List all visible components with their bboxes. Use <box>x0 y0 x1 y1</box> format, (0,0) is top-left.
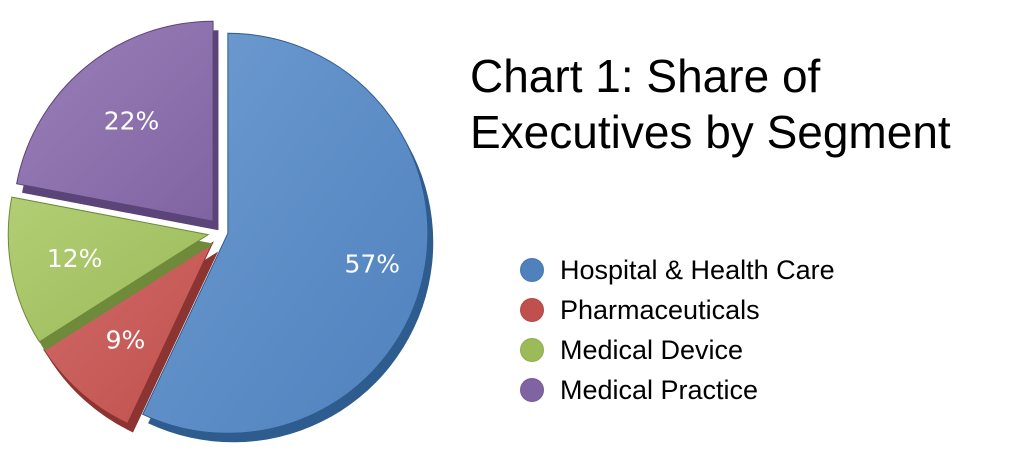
legend-item-medical-device: Medical Device <box>520 330 835 370</box>
chart-title: Chart 1: Share of Executives by Segment <box>470 48 1010 160</box>
pie-slice-medical-device <box>7 196 210 343</box>
legend-label-pharmaceuticals: Pharmaceuticals <box>560 294 760 325</box>
pie-slice-pharmaceuticals <box>43 241 214 425</box>
chart-title-line-1: Chart 1: Share of <box>470 50 821 102</box>
slice-label-medical-device: 12% <box>47 244 103 273</box>
legend-label-hospital: Hospital & Health Care <box>560 254 835 285</box>
pie-slice-hospital <box>142 32 429 434</box>
legend-item-pharmaceuticals: Pharmaceuticals <box>520 290 835 330</box>
slice-label-pharmaceuticals: 9% <box>106 326 146 355</box>
slice-label-hospital: 57% <box>345 250 401 279</box>
pie-slice-medical-practice <box>16 20 214 222</box>
legend-swatch-medical-device <box>520 338 544 362</box>
legend-item-medical-practice: Medical Practice <box>520 370 835 410</box>
chart-title-line-2: Executives by Segment <box>470 106 951 158</box>
legend-label-medical-device: Medical Device <box>560 334 744 365</box>
legend-swatch-medical-practice <box>520 378 544 402</box>
legend-label-medical-practice: Medical Practice <box>560 374 759 405</box>
legend-swatch-hospital <box>520 258 544 282</box>
legend: Hospital & Health Care Pharmaceuticals M… <box>520 250 835 410</box>
legend-item-hospital: Hospital & Health Care <box>520 250 835 290</box>
slice-label-medical-practice: 22% <box>104 107 160 136</box>
legend-swatch-pharmaceuticals <box>520 298 544 322</box>
pie-chart: 57% 9% 12% 22% <box>7 20 434 443</box>
